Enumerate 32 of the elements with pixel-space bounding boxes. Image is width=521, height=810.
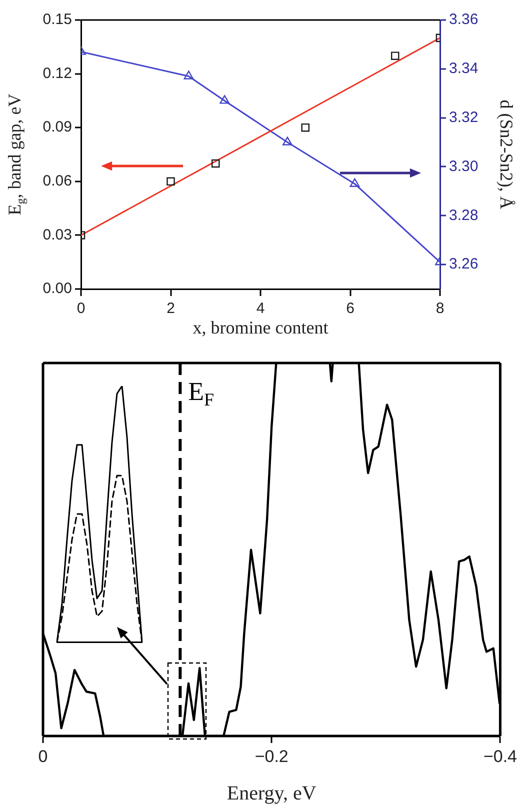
x-tick-label: 0 <box>76 300 86 318</box>
point <box>390 52 400 60</box>
y2-axis-title: d (Sn2-Sn2), Å <box>496 100 516 210</box>
x-tick-label: −0.4 <box>483 746 517 766</box>
x-tick-label: 8 <box>436 300 444 318</box>
point <box>220 95 230 104</box>
y2-tick-label: 3.34 <box>449 60 478 78</box>
y2-tick-label: 3.28 <box>449 206 478 224</box>
x-axis-title: x, bromine content <box>192 318 328 338</box>
point <box>184 70 194 80</box>
y-tick-label: 0.06 <box>42 172 72 190</box>
x-tick-label: 4 <box>256 300 265 318</box>
point <box>211 159 220 168</box>
point <box>166 177 175 186</box>
y2-tick-label: 3.32 <box>449 108 478 126</box>
point <box>282 136 292 146</box>
y2-tick-label: 3.26 <box>449 256 478 273</box>
x-tick-label: −0.2 <box>254 746 288 766</box>
y2-tick-label: 3.36 <box>449 11 478 28</box>
point <box>350 178 360 187</box>
y-tick-label: 0.12 <box>42 64 72 82</box>
x-axis-title: Energy, eV <box>226 782 317 804</box>
y-tick-label: 0.00 <box>42 280 72 298</box>
x-tick-label: 0 <box>38 746 48 766</box>
y-axis-title: Eg, band gap, eV <box>4 94 28 216</box>
point <box>301 123 310 132</box>
y-tick-label: 0.03 <box>42 226 72 244</box>
y-tick-label: 0.15 <box>42 11 72 28</box>
y2-tick-label: 3.30 <box>449 158 478 175</box>
x-tick-label: 2 <box>166 300 175 318</box>
y-tick-label: 0.09 <box>42 118 72 136</box>
x-tick-label: 6 <box>346 300 354 318</box>
